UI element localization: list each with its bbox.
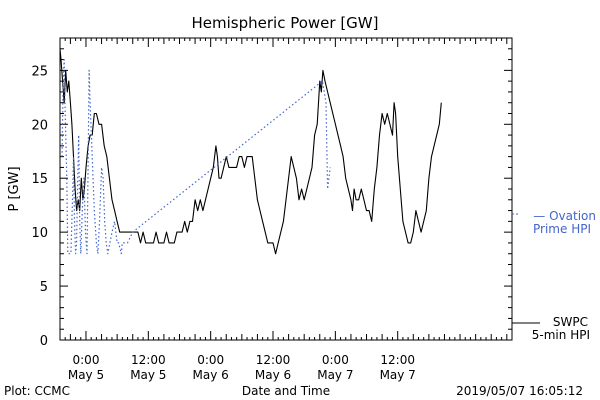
x-tick-label-date: May 7 [380, 368, 416, 382]
series-ovation-line [61, 59, 331, 255]
series-swpc-line [59, 48, 442, 255]
x-tick-label-date: May 5 [130, 368, 166, 382]
y-tick-label: 25 [31, 64, 48, 79]
legend-swpc-label: SWPC [553, 315, 588, 329]
y-axis-label: P [GW] [7, 166, 22, 211]
footer-timestamp: 2019/05/07 16:05:12 [456, 384, 583, 398]
x-tick-label-date: May 6 [255, 368, 291, 382]
y-tick-label: 0 [40, 334, 48, 349]
x-axis-label: Date and Time [242, 384, 330, 398]
y-tick-label: 20 [31, 118, 48, 133]
x-tick-label-date: May 5 [68, 368, 104, 382]
x-tick-label-time: 12:00 [256, 353, 291, 367]
x-tick-label-time: 0:00 [322, 353, 349, 367]
plot-frame [59, 37, 513, 341]
chart-title: Hemispheric Power [GW] [192, 14, 379, 32]
series-layer [59, 48, 442, 255]
x-tick-label-time: 12:00 [380, 353, 415, 367]
x-tick-label-date: May 6 [193, 368, 229, 382]
y-tick-label: 15 [31, 172, 48, 187]
legend-ovation-label: — Ovation [533, 209, 596, 223]
legend-swpc-label: 5-min HPI [532, 328, 590, 342]
footer-plot-credit: Plot: CCMC [4, 384, 70, 398]
x-tick-label-date: May 7 [317, 368, 353, 382]
y-tick-label: 5 [40, 280, 48, 295]
x-tick-label-time: 0:00 [73, 353, 100, 367]
y-axis: 0 5 10 15 20 25 [31, 37, 512, 349]
legend-ovation-label: Prime HPI [533, 222, 591, 236]
x-tick-label-time: 0:00 [197, 353, 224, 367]
y-tick-label: 10 [31, 226, 48, 241]
x-tick-label-time: 12:00 [131, 353, 166, 367]
